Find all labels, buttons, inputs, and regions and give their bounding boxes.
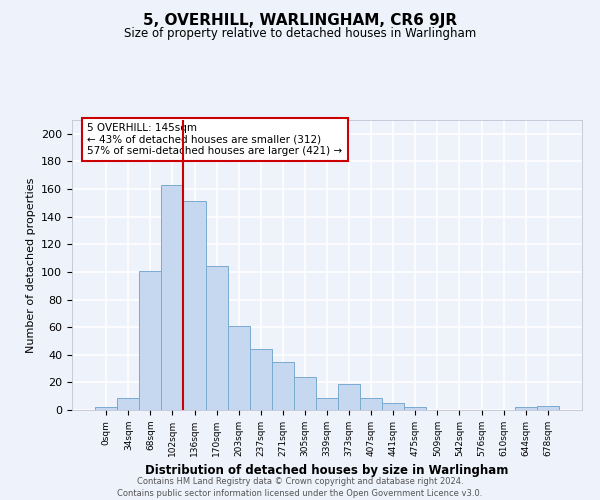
Bar [338, 384, 360, 410]
Text: 5 OVERHILL: 145sqm
← 43% of detached houses are smaller (312)
57% of semi-detach: 5 OVERHILL: 145sqm ← 43% of detached hou… [88, 123, 343, 156]
Bar [537, 406, 559, 410]
Bar [206, 266, 227, 410]
Text: Contains HM Land Registry data © Crown copyright and database right 2024.: Contains HM Land Registry data © Crown c… [137, 478, 463, 486]
Bar [139, 270, 161, 410]
Bar [117, 398, 139, 410]
Y-axis label: Number of detached properties: Number of detached properties [26, 178, 35, 352]
Text: 5, OVERHILL, WARLINGHAM, CR6 9JR: 5, OVERHILL, WARLINGHAM, CR6 9JR [143, 12, 457, 28]
Bar [161, 185, 184, 410]
Bar [272, 362, 294, 410]
Bar [515, 407, 537, 410]
X-axis label: Distribution of detached houses by size in Warlingham: Distribution of detached houses by size … [145, 464, 509, 477]
Bar [227, 326, 250, 410]
Bar [184, 202, 206, 410]
Bar [250, 349, 272, 410]
Text: Contains public sector information licensed under the Open Government Licence v3: Contains public sector information licen… [118, 489, 482, 498]
Bar [316, 398, 338, 410]
Bar [294, 377, 316, 410]
Bar [404, 407, 427, 410]
Bar [360, 398, 382, 410]
Bar [382, 403, 404, 410]
Text: Size of property relative to detached houses in Warlingham: Size of property relative to detached ho… [124, 28, 476, 40]
Bar [95, 407, 117, 410]
